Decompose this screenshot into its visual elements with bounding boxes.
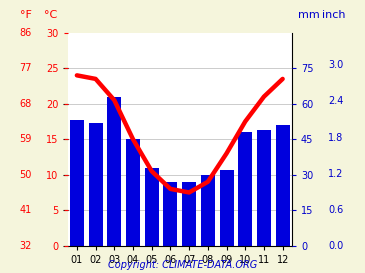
- Bar: [182, 182, 196, 246]
- Bar: [201, 175, 215, 246]
- Bar: [219, 170, 234, 246]
- Bar: [164, 182, 177, 246]
- Text: inch: inch: [322, 10, 346, 20]
- Bar: [276, 125, 290, 246]
- Bar: [145, 168, 159, 246]
- Text: 77: 77: [19, 63, 32, 73]
- Text: 0.6: 0.6: [328, 205, 343, 215]
- Text: 3.0: 3.0: [328, 60, 343, 70]
- Text: 68: 68: [19, 99, 32, 109]
- Text: 32: 32: [19, 241, 32, 251]
- Text: mm: mm: [297, 10, 319, 20]
- Text: °C: °C: [45, 10, 58, 20]
- Bar: [238, 132, 252, 246]
- Text: 59: 59: [19, 134, 32, 144]
- Text: 1.2: 1.2: [328, 169, 343, 179]
- Bar: [126, 139, 140, 246]
- Text: Copyright: CLIMATE-DATA.ORG: Copyright: CLIMATE-DATA.ORG: [108, 260, 257, 270]
- Bar: [257, 130, 271, 246]
- Text: 0.0: 0.0: [328, 241, 343, 251]
- Text: 2.4: 2.4: [328, 96, 343, 106]
- Bar: [89, 123, 103, 246]
- Text: °F: °F: [20, 10, 31, 20]
- Bar: [107, 97, 121, 246]
- Text: 50: 50: [19, 170, 32, 180]
- Bar: [70, 120, 84, 246]
- Text: 86: 86: [19, 28, 32, 38]
- Text: 41: 41: [19, 205, 32, 215]
- Text: 1.8: 1.8: [328, 132, 343, 143]
